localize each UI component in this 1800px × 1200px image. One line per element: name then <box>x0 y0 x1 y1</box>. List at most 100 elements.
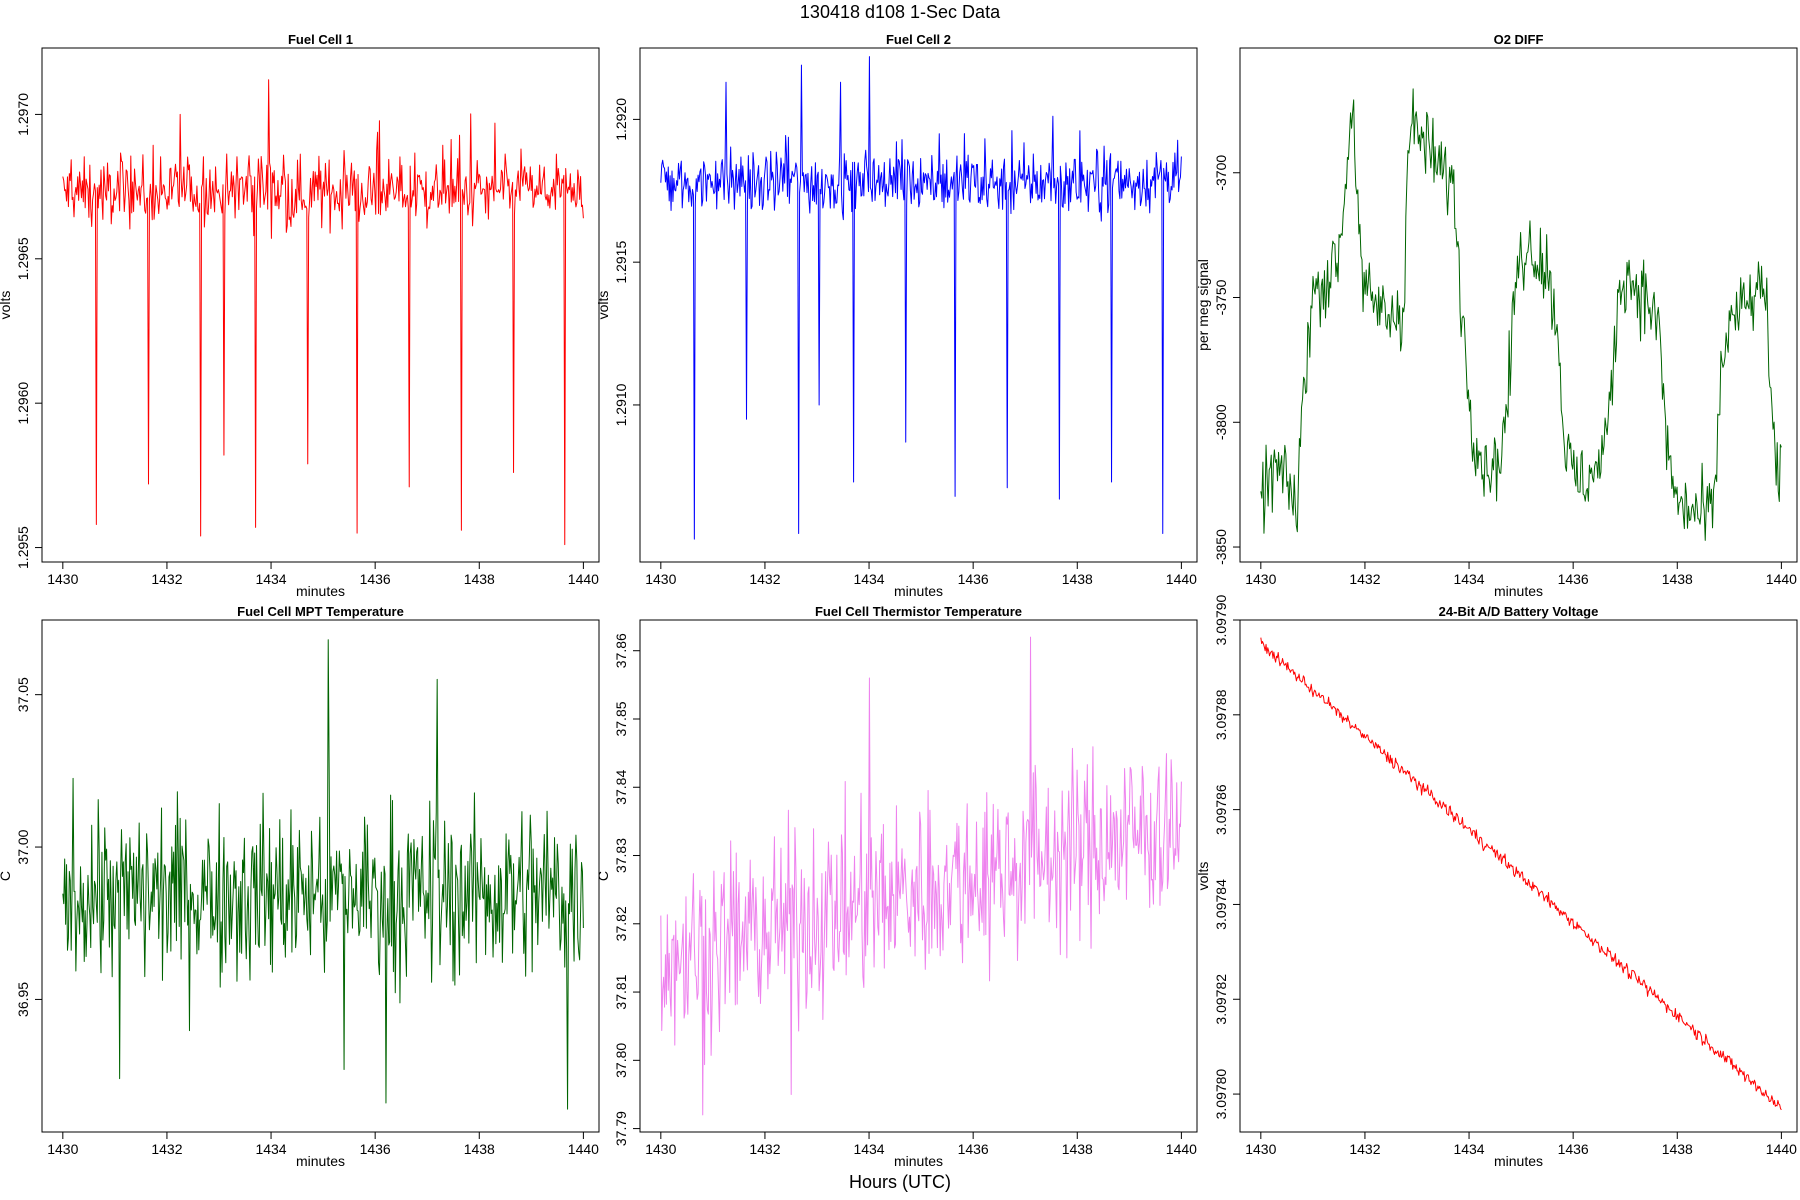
x-tick-label: 1434 <box>255 571 286 587</box>
plot-frame <box>639 619 1198 1133</box>
x-tick-label: 1434 <box>1453 1141 1484 1157</box>
x-tick-label: 1440 <box>568 1141 599 1157</box>
y-tick-label: 3.09788 <box>1213 689 1229 740</box>
y-tick-label: 3.09782 <box>1213 974 1229 1025</box>
x-axis-label: minutes <box>894 583 943 599</box>
y-tick-label: 3.09780 <box>1213 1069 1229 1120</box>
x-tick-label: 1440 <box>1766 1141 1797 1157</box>
x-tick-label: 1436 <box>1558 571 1589 587</box>
plot-frame <box>1239 47 1798 563</box>
plot-frame <box>639 47 1198 563</box>
x-tick-label: 1434 <box>255 1141 286 1157</box>
x-tick-label: 1440 <box>1166 1141 1197 1157</box>
x-tick-label: 1436 <box>360 1141 391 1157</box>
y-tick-label: 3.09786 <box>1213 784 1229 835</box>
chart-fuel-cell-mpt-temperature: Fuel Cell MPT Temperature 1430 1432 1434 143… <box>0 604 600 1169</box>
panel-title: Fuel Cell Thermistor Temperature <box>815 604 1022 619</box>
y-tick-label: 37.83 <box>613 838 629 873</box>
x-axis-label: minutes <box>1494 583 1543 599</box>
x-tick-label: 1434 <box>853 1141 884 1157</box>
x-tick-label: 1438 <box>1662 571 1693 587</box>
panel-title: Fuel Cell 2 <box>886 32 951 47</box>
y-tick-label: 36.95 <box>15 982 31 1017</box>
x-tick-label: 1430 <box>1245 571 1276 587</box>
x-axis-label: minutes <box>894 1153 943 1169</box>
series-line <box>1260 637 1782 1111</box>
x-tick-label: 1438 <box>1062 1141 1093 1157</box>
y-tick-label: 3.09790 <box>1213 594 1229 645</box>
page-title: 130418 d108 1-Sec Data <box>799 2 1001 22</box>
y-tick-label: -3750 <box>1213 279 1229 315</box>
x-tick-label: 1430 <box>645 1141 676 1157</box>
x-tick-label: 1432 <box>749 571 780 587</box>
y-tick-label: 37.79 <box>613 1111 629 1146</box>
y-tick-label: 37.84 <box>613 770 629 805</box>
x-tick-label: 1430 <box>47 1141 78 1157</box>
chart-battery-voltage: 24-Bit A/D Battery Voltage 1430 1432 1434 14… <box>1195 594 1798 1169</box>
x-tick-label: 1436 <box>1558 1141 1589 1157</box>
x-tick-label: 1440 <box>1166 571 1197 587</box>
x-tick-label: 1432 <box>749 1141 780 1157</box>
x-tick-label: 1430 <box>645 571 676 587</box>
y-tick-label: 1.2970 <box>15 93 31 136</box>
y-tick-label: 1.2915 <box>613 241 629 284</box>
panel-title: 24-Bit A/D Battery Voltage <box>1439 604 1599 619</box>
x-tick-label: 1438 <box>464 1141 495 1157</box>
chart-fuel-cell-1: Fuel Cell 1 1430 1432 1434 1436 1438 1440 minut… <box>0 32 600 599</box>
x-tick-label: 1438 <box>1062 571 1093 587</box>
y-tick-label: 1.2960 <box>15 382 31 425</box>
y-tick-label: -3800 <box>1213 404 1229 440</box>
x-tick-label: 1438 <box>1662 1141 1693 1157</box>
y-axis-label: volts <box>595 291 611 320</box>
plot-frame <box>41 619 600 1133</box>
y-tick-label: 37.05 <box>15 677 31 712</box>
bottom-axis-label: Hours (UTC) <box>849 1172 951 1192</box>
x-tick-label: 1436 <box>958 571 989 587</box>
x-tick-label: 1434 <box>1453 571 1484 587</box>
x-tick-label: 1432 <box>151 1141 182 1157</box>
y-axis-label: volts <box>0 291 13 320</box>
plot-frame <box>41 47 600 563</box>
y-tick-label: 37.80 <box>613 1043 629 1078</box>
x-tick-label: 1436 <box>360 571 391 587</box>
x-tick-label: 1440 <box>1766 571 1797 587</box>
series-line <box>1260 88 1782 541</box>
y-tick-label: 1.2910 <box>613 383 629 426</box>
y-axis-label: per meg signal <box>1195 259 1211 351</box>
y-axis-label: C <box>595 871 611 881</box>
x-tick-label: 1436 <box>958 1141 989 1157</box>
series-line <box>62 79 584 546</box>
panel-title: O2 DIFF <box>1494 32 1544 47</box>
x-axis-label: minutes <box>296 1153 345 1169</box>
chart-fuel-cell-2: Fuel Cell 2 1430 1432 1434 1436 1438 1440 minut… <box>595 32 1198 599</box>
plot-frame <box>1239 619 1798 1133</box>
y-tick-label: 1.2965 <box>15 237 31 280</box>
y-tick-label: 37.81 <box>613 974 629 1009</box>
series-line <box>660 56 1182 540</box>
y-tick-label: 37.86 <box>613 633 629 668</box>
y-tick-label: 37.85 <box>613 701 629 736</box>
x-tick-label: 1430 <box>1245 1141 1276 1157</box>
y-tick-label: -3850 <box>1213 529 1229 565</box>
series-line <box>62 639 584 1110</box>
x-tick-label: 1434 <box>853 571 884 587</box>
panel-title: Fuel Cell 1 <box>288 32 353 47</box>
x-tick-label: 1438 <box>464 571 495 587</box>
x-axis-label: minutes <box>296 583 345 599</box>
x-tick-label: 1432 <box>1349 571 1380 587</box>
chart-o2-diff: O2 DIFF 1430 1432 1434 1436 1438 1440 minutes -3… <box>1195 32 1798 599</box>
y-tick-label: 1.2955 <box>15 526 31 569</box>
y-tick-label: 3.09784 <box>1213 879 1229 930</box>
series-line <box>660 636 1182 1116</box>
panel-title: Fuel Cell MPT Temperature <box>237 604 404 619</box>
y-axis-label: C <box>0 871 13 881</box>
y-tick-label: -3700 <box>1213 155 1229 191</box>
y-tick-label: 37.82 <box>613 906 629 941</box>
x-axis-label: minutes <box>1494 1153 1543 1169</box>
chart-fuel-cell-thermistor-temperature: Fuel Cell Thermistor Temperature 1430 1432… <box>595 604 1198 1169</box>
x-tick-label: 1432 <box>1349 1141 1380 1157</box>
x-tick-label: 1430 <box>47 571 78 587</box>
y-axis-label: volts <box>1195 862 1211 891</box>
y-tick-label: 1.2920 <box>613 98 629 141</box>
x-tick-label: 1432 <box>151 571 182 587</box>
